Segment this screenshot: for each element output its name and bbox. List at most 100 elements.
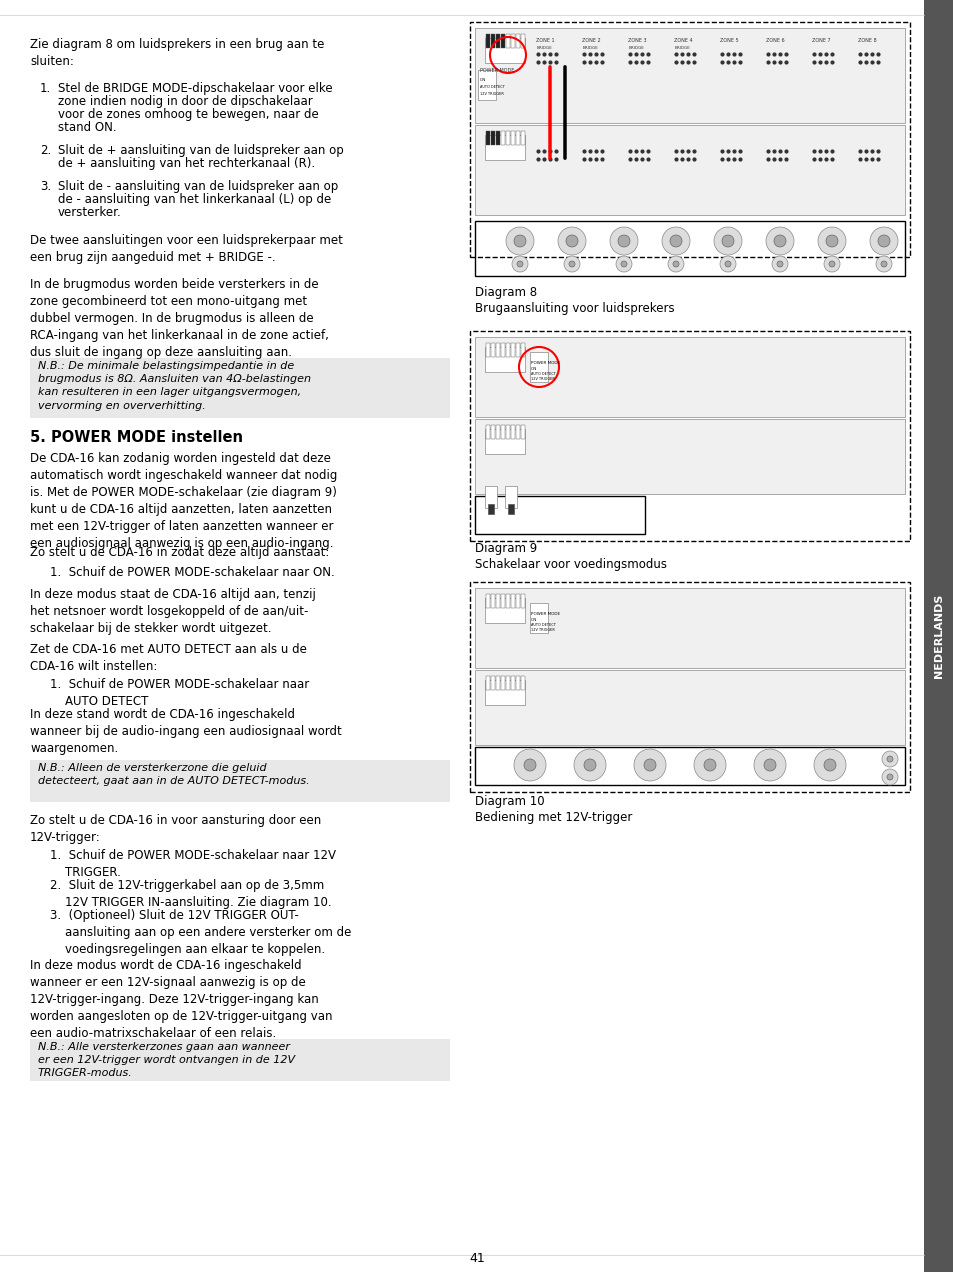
FancyBboxPatch shape [30, 357, 450, 418]
Text: Schakelaar voor voedingsmodus: Schakelaar voor voedingsmodus [475, 558, 666, 571]
Circle shape [721, 235, 733, 247]
Circle shape [765, 226, 793, 254]
Text: BRIDGE: BRIDGE [675, 46, 690, 50]
Bar [488, 504, 494, 514]
Bar [511, 594, 515, 608]
Text: Brugaansluiting voor luidsprekers: Brugaansluiting voor luidsprekers [475, 301, 674, 315]
Bar [484, 347, 524, 371]
Circle shape [776, 261, 782, 267]
Circle shape [823, 759, 835, 771]
Bar [491, 675, 495, 689]
Bar [470, 331, 909, 541]
Text: N.B.: De minimale belastingsimpedantie in de
brugmodus is 8Ω. Aansluiten van 4Ω-: N.B.: De minimale belastingsimpedantie i… [38, 361, 311, 411]
Circle shape [563, 256, 579, 272]
Bar [475, 337, 904, 417]
Bar [475, 221, 904, 276]
Bar [511, 131, 515, 145]
Text: In deze modus wordt de CDA-16 ingeschakeld
wanneer er een 12V-signaal aanwezig i: In deze modus wordt de CDA-16 ingeschake… [30, 959, 333, 1040]
Text: versterker.: versterker. [58, 206, 122, 219]
Bar [500, 675, 504, 689]
Text: De CDA-16 kan zodanig worden ingesteld dat deze
automatisch wordt ingeschakeld w: De CDA-16 kan zodanig worden ingesteld d… [30, 452, 337, 550]
Circle shape [512, 256, 527, 272]
Text: stand ON.: stand ON. [58, 121, 116, 134]
Bar [484, 135, 524, 160]
Circle shape [703, 759, 716, 771]
Bar [485, 34, 490, 48]
Text: 3.  (Optioneel) Sluit de 12V TRIGGER OUT-
    aansluiting aan op een andere vers: 3. (Optioneel) Sluit de 12V TRIGGER OUT-… [50, 909, 351, 957]
Bar [520, 425, 524, 439]
Bar [485, 675, 490, 689]
Bar [511, 34, 515, 48]
Bar [511, 343, 515, 357]
Bar [505, 594, 510, 608]
Text: ZONE 6: ZONE 6 [765, 38, 783, 43]
Bar [516, 425, 519, 439]
Text: POWER MODE: POWER MODE [531, 361, 559, 365]
Text: Zie diagram 8 om luidsprekers in een brug aan te
sluiten:: Zie diagram 8 om luidsprekers in een bru… [30, 38, 324, 67]
Circle shape [817, 226, 845, 254]
Text: Zo stelt u de CDA-16 in zodat deze altijd aanstaat:: Zo stelt u de CDA-16 in zodat deze altij… [30, 546, 329, 558]
Circle shape [880, 261, 886, 267]
Circle shape [517, 261, 522, 267]
Circle shape [616, 256, 631, 272]
Bar [496, 594, 499, 608]
Text: BRIDGE: BRIDGE [628, 46, 644, 50]
Text: 1.  Schuif de POWER MODE-schakelaar naar ON.: 1. Schuif de POWER MODE-schakelaar naar … [50, 566, 335, 579]
Text: Bediening met 12V-trigger: Bediening met 12V-trigger [475, 812, 632, 824]
FancyBboxPatch shape [30, 1039, 450, 1081]
Text: 1.  Schuif de POWER MODE-schakelaar naar
    AUTO DETECT: 1. Schuif de POWER MODE-schakelaar naar … [50, 678, 309, 709]
Circle shape [886, 756, 892, 762]
Bar [485, 343, 490, 357]
Bar [500, 343, 504, 357]
Bar [516, 34, 519, 48]
Text: NEDERLANDS: NEDERLANDS [933, 594, 943, 678]
Bar [491, 425, 495, 439]
Circle shape [514, 235, 525, 247]
Bar [520, 34, 524, 48]
Bar [491, 34, 495, 48]
Text: ZONE 4: ZONE 4 [673, 38, 692, 43]
Bar [505, 675, 510, 689]
Text: In deze modus staat de CDA-16 altijd aan, tenzij
het netsnoer wordt losgekoppeld: In deze modus staat de CDA-16 altijd aan… [30, 588, 315, 635]
Text: In de brugmodus worden beide versterkers in de
zone gecombineerd tot een mono-ui: In de brugmodus worden beide versterkers… [30, 279, 329, 359]
Bar [475, 670, 904, 745]
Text: AUTO DETECT: AUTO DETECT [479, 85, 504, 89]
Bar [485, 131, 490, 145]
Bar [505, 131, 510, 145]
Circle shape [813, 749, 845, 781]
Bar [475, 588, 904, 668]
Bar [530, 352, 547, 382]
Circle shape [713, 226, 741, 254]
Text: Sluit de - aansluiting van de luidspreker aan op: Sluit de - aansluiting van de luidspreke… [58, 181, 338, 193]
Bar [496, 131, 499, 145]
Bar [484, 681, 524, 705]
Text: AUTO DETECT: AUTO DETECT [531, 623, 556, 627]
Bar [475, 496, 644, 534]
Bar [516, 675, 519, 689]
Circle shape [661, 226, 689, 254]
Text: POWER MODE: POWER MODE [531, 612, 559, 616]
Circle shape [669, 235, 681, 247]
Circle shape [523, 759, 536, 771]
Bar [496, 675, 499, 689]
Text: ZONE 8: ZONE 8 [857, 38, 876, 43]
FancyBboxPatch shape [30, 759, 450, 803]
Bar [491, 594, 495, 608]
Text: N.B.: Alle versterkerzones gaan aan wanneer
er een 12V-trigger wordt ontvangen i: N.B.: Alle versterkerzones gaan aan wann… [38, 1042, 294, 1079]
Text: Sluit de + aansluiting van de luidspreker aan op: Sluit de + aansluiting van de luidspreke… [58, 144, 343, 156]
Bar [520, 343, 524, 357]
Text: Diagram 8: Diagram 8 [475, 286, 537, 299]
Text: Zet de CDA-16 met AUTO DETECT aan als u de
CDA-16 wilt instellen:: Zet de CDA-16 met AUTO DETECT aan als u … [30, 644, 307, 673]
Text: zone indien nodig in door de dipschakelaar: zone indien nodig in door de dipschakela… [58, 95, 313, 108]
Bar [516, 131, 519, 145]
Circle shape [825, 235, 837, 247]
Text: 12V TRIGGER: 12V TRIGGER [531, 628, 555, 632]
Bar [530, 603, 547, 633]
Text: 2.: 2. [40, 144, 51, 156]
Bar [475, 125, 904, 215]
Bar [484, 598, 524, 623]
Text: Diagram 9: Diagram 9 [475, 542, 537, 555]
Text: ZONE 2: ZONE 2 [581, 38, 599, 43]
Circle shape [667, 256, 683, 272]
Bar [500, 34, 504, 48]
